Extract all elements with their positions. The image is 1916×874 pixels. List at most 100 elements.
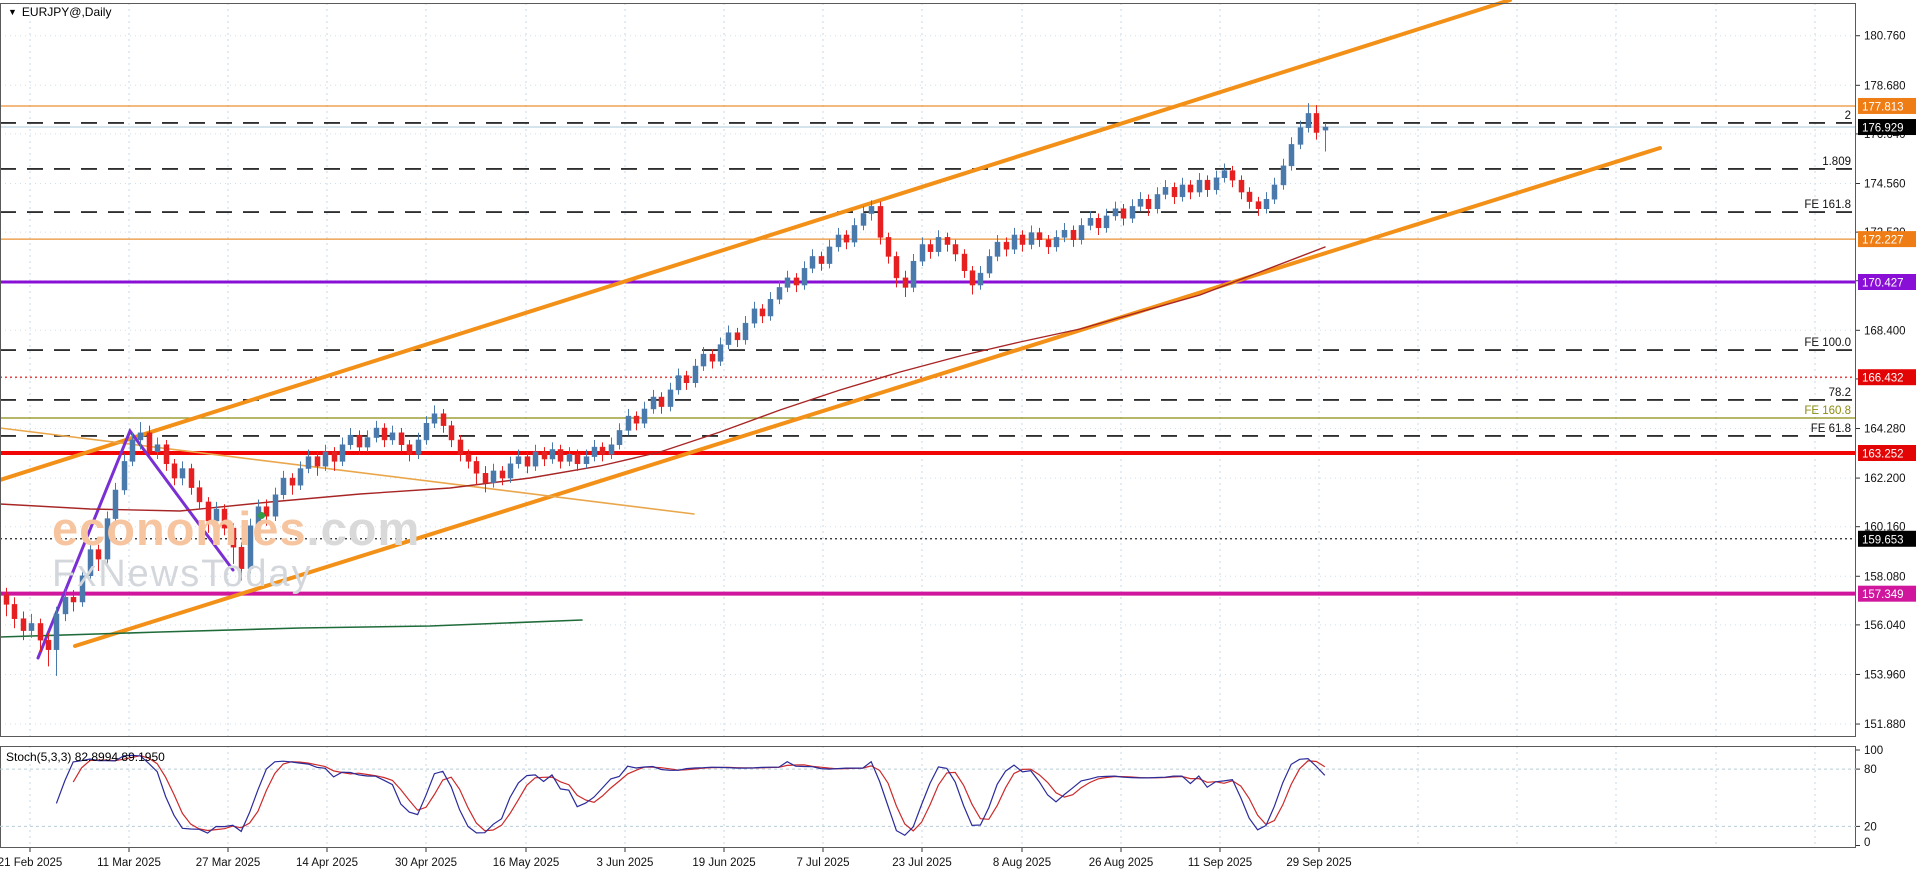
candle-body [1280, 165, 1287, 186]
candle-body [994, 241, 1001, 257]
candle-body [1003, 241, 1010, 250]
candle-body [524, 456, 531, 467]
chevron-down-icon[interactable]: ▼ [8, 7, 17, 17]
candle-body [364, 437, 371, 448]
price-badge-label: 176.929 [1862, 123, 1904, 135]
candle-body [1028, 232, 1035, 245]
candle-body [658, 396, 665, 407]
candle-body [910, 260, 917, 288]
candle-body [465, 453, 472, 462]
stoch-signal-line [72, 755, 1326, 832]
price-tick-label: 178.680 [1864, 80, 1906, 92]
candle-body [473, 461, 480, 474]
candle-body [1187, 184, 1194, 193]
candle-body [751, 308, 758, 324]
candle-body [499, 470, 506, 479]
candle-body [633, 415, 640, 424]
candle-body [70, 596, 77, 603]
stoch-scale-label: 100 [1864, 745, 1883, 757]
candle-body [1196, 179, 1203, 193]
fib-level-label: FE 100.0 [1804, 337, 1851, 349]
candle-body [784, 277, 791, 288]
candle-body [289, 477, 296, 486]
candle-body [557, 449, 564, 462]
candle-body [776, 287, 783, 300]
stoch-scale-label: 0 [1864, 837, 1870, 849]
candle-body [104, 518, 111, 560]
candle-body [759, 308, 766, 317]
date-tick-label: 19 Jun 2025 [692, 857, 755, 869]
candle-body [692, 365, 699, 383]
candle-body [877, 206, 884, 238]
candle-body [709, 353, 716, 362]
candle-body [339, 444, 346, 462]
price-tick-label: 160.160 [1864, 522, 1906, 534]
stochastic-indicator-label: Stoch(5,3,3) 82.8994 89.1950 [6, 750, 165, 764]
candle-body [515, 456, 522, 465]
candle-body [700, 353, 707, 367]
candle-body [1213, 177, 1220, 190]
date-tick-label: 26 Aug 2025 [1089, 857, 1154, 869]
candle-body [641, 408, 648, 424]
candle-body [851, 225, 858, 243]
symbol-title[interactable]: ▼ EURJPY@,Daily [8, 5, 111, 19]
price-badge-label: 159.653 [1862, 534, 1904, 546]
price-tick-label: 151.880 [1864, 719, 1906, 731]
candle-body [566, 453, 573, 462]
candle-body [599, 446, 606, 455]
candle-body [902, 277, 909, 288]
price-tick-label: 162.200 [1864, 473, 1906, 485]
candle-body [247, 525, 254, 569]
candle-body [1112, 208, 1119, 217]
candle-body [885, 237, 892, 257]
candle-body [398, 432, 405, 445]
candle-body [79, 575, 86, 603]
candle-body [961, 253, 968, 271]
candle-body [146, 432, 153, 453]
candle-body [322, 451, 329, 467]
descending-trendline [0, 427, 695, 515]
candle-body [977, 272, 984, 286]
candle-body [507, 463, 514, 479]
candle-body [767, 299, 774, 317]
candle-body [297, 468, 304, 486]
candle-body [179, 468, 186, 479]
candle-body [935, 237, 942, 252]
candle-body [121, 461, 128, 491]
candle-body [952, 244, 959, 255]
price-tick-label: 174.560 [1864, 178, 1906, 190]
moving-average-line [0, 246, 1326, 512]
candle-body [591, 446, 598, 457]
candle-body [62, 596, 69, 615]
price-badge-label: 170.427 [1862, 277, 1904, 289]
candle-body [1238, 179, 1245, 193]
price-badge-label: 166.432 [1862, 373, 1904, 385]
candle-body [1171, 187, 1178, 198]
date-tick-label: 11 Mar 2025 [97, 857, 161, 869]
price-tick-label: 158.080 [1864, 571, 1906, 583]
fib-level-label: 78.2 [1829, 387, 1851, 399]
candle-body [129, 439, 136, 462]
green-support-line [0, 619, 583, 638]
price-badge [1858, 369, 1916, 386]
candle-body [1305, 113, 1312, 128]
candle-body [356, 434, 363, 448]
candle-body [1255, 201, 1262, 210]
candle-body [717, 344, 724, 362]
candle-body [1162, 187, 1169, 195]
candle-body [969, 270, 976, 286]
candle-body [843, 234, 850, 243]
candle-body [3, 594, 10, 605]
candle-body [11, 604, 18, 619]
zigzag-line [36, 427, 235, 660]
price-badge [1858, 97, 1916, 114]
candle-body [1070, 229, 1077, 240]
candle-body [45, 639, 52, 650]
candle-body [415, 439, 422, 455]
candle-body [389, 432, 396, 441]
candle-body [1313, 113, 1320, 133]
stoch-main-line [55, 754, 1326, 837]
date-tick-label: 29 Sep 2025 [1286, 857, 1351, 869]
price-badge [1858, 231, 1916, 248]
